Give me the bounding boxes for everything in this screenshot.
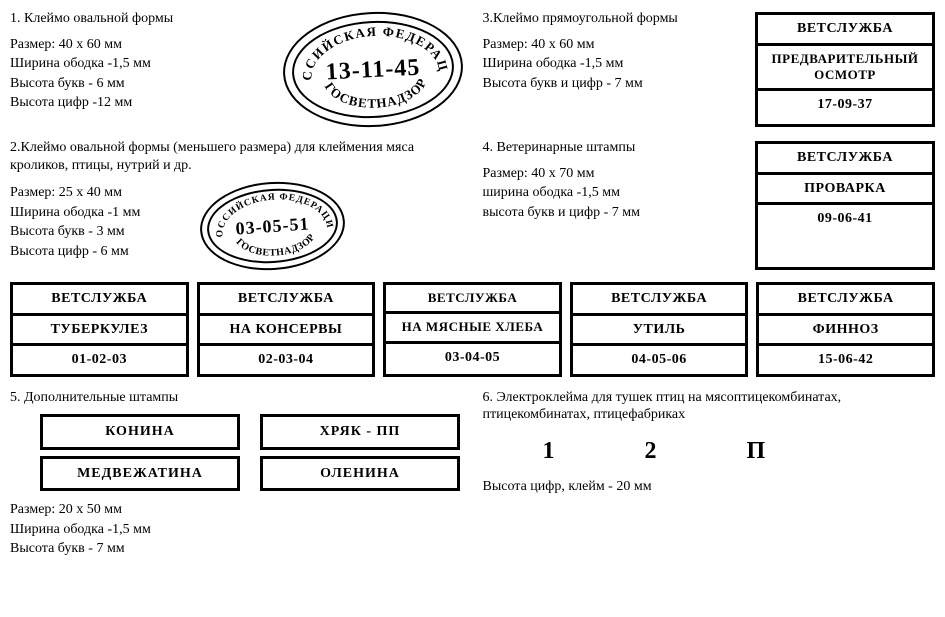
rect3-r2a: ПРЕДВАРИТЕЛЬНЫЙ	[762, 51, 928, 67]
stamp-4: ВЕТСЛУЖБА ФИННОЗ 15-06-42	[756, 282, 935, 377]
sec5-spec-2: Высота букв - 7 мм	[10, 540, 463, 558]
sec2-spec-2: Высота букв - 3 мм	[10, 223, 140, 241]
section-5: 5. Дополнительные штампы КОНИНА ХРЯК - П…	[10, 387, 463, 560]
svg-text:РОССИЙСКАЯ ФЕДЕРАЦИЯ: РОССИЙСКАЯ ФЕДЕРАЦИЯ	[200, 179, 336, 240]
sec2-spec-3: Высота цифр - 6 мм	[10, 243, 140, 261]
sec1-spec-2: Высота букв - 6 мм	[10, 75, 263, 93]
electro-marks: 1 2 П	[543, 436, 936, 466]
sec5-spec-1: Ширина ободка -1,5 мм	[10, 521, 463, 539]
stamp-4-r1: ВЕТСЛУЖБА	[759, 285, 932, 316]
sec6-spec: Высота цифр, клейм - 20 мм	[483, 478, 936, 496]
rect3-r2b: ОСМОТР	[762, 67, 928, 83]
simple-stamp-1: ХРЯК - ПП	[260, 414, 460, 450]
row-2-4: 2.Клеймо овальной формы (меньшего размер…	[10, 137, 935, 270]
oval-stamp-2: РОССИЙСКАЯ ФЕДЕРАЦИЯ ГОСВЕТНАДЗОР 03-05-…	[197, 177, 348, 275]
section-4: 4. Ветеринарные штампы Размер: 40 х 70 м…	[463, 137, 936, 270]
stamp-0: ВЕТСЛУЖБА ТУБЕРКУЛЕЗ 01-02-03	[10, 282, 189, 377]
oval2-bottom: ГОСВЕТНАДЗОР	[233, 231, 319, 261]
section-2: 2.Клеймо овальной формы (меньшего размер…	[10, 137, 463, 270]
section-3: 3.Клеймо прямоугольной формы Размер: 40 …	[463, 8, 936, 127]
rect3-r2: ПРЕДВАРИТЕЛЬНЫЙ ОСМОТР	[758, 46, 932, 92]
sec2-title: 2.Клеймо овальной формы (меньшего размер…	[10, 139, 440, 174]
sec4-spec-2: высота букв и цифр - 7 мм	[483, 204, 736, 222]
sec1-spec-1: Ширина ободка -1,5 мм	[10, 55, 263, 73]
oval2-top: РОССИЙСКАЯ ФЕДЕРАЦИЯ	[200, 179, 336, 240]
section-6: 6. Электроклейма для тушек птиц на мясоп…	[463, 387, 936, 560]
section-1: 1. Клеймо овальной формы Размер: 40 х 60…	[10, 8, 463, 127]
sec1-title: 1. Клеймо овальной формы	[10, 10, 263, 28]
sec1-spec-0: Размер: 40 х 60 мм	[10, 36, 263, 54]
sec5-title: 5. Дополнительные штампы	[10, 389, 463, 407]
stamp-2-r2: НА МЯСНЫЕ ХЛЕБА	[386, 314, 559, 343]
svg-text:ГОСВЕТНАДЗОР: ГОСВЕТНАДЗОР	[233, 231, 319, 261]
sec2-spec-0: Размер: 25 х 40 мм	[10, 184, 140, 202]
sec2-spec-1: Ширина ободка -1 мм	[10, 204, 140, 222]
oval1-top: РОССИЙСКАЯ ФЕДЕРАЦИЯ	[282, 9, 451, 83]
svg-text:РОССИЙСКАЯ ФЕДЕРАЦИЯ: РОССИЙСКАЯ ФЕДЕРАЦИЯ	[282, 9, 451, 83]
simple-stamp-0: КОНИНА	[40, 414, 240, 450]
stamp-3-r2: УТИЛЬ	[573, 316, 746, 347]
rect-stamp-3: ВЕТСЛУЖБА ПРЕДВАРИТЕЛЬНЫЙ ОСМОТР 17-09-3…	[755, 12, 935, 127]
oval1-bottom: ГОСВЕТНАДЗОР	[321, 75, 431, 114]
rect4-r3: 09-06-41	[758, 205, 932, 233]
row-1-3: 1. Клеймо овальной формы Размер: 40 х 60…	[10, 8, 935, 127]
simple-stamp-3: ОЛЕНИНА	[260, 456, 460, 492]
sec3-title: 3.Клеймо прямоугольной формы	[483, 10, 736, 28]
electro-1: 2	[645, 436, 657, 466]
sec6-title: 6. Электроклейма для тушек птиц на мясоп…	[483, 389, 936, 424]
oval-stamp-1: РОССИЙСКАЯ ФЕДЕРАЦИЯ ГОСВЕТНАДЗОР 13-11-…	[280, 7, 466, 131]
stamp-1-r2: НА КОНСЕРВЫ	[200, 316, 373, 347]
stamp-3-r3: 04-05-06	[573, 346, 746, 374]
stamp-4-r2: ФИННОЗ	[759, 316, 932, 347]
svg-text:ГОСВЕТНАДЗОР: ГОСВЕТНАДЗОР	[321, 75, 431, 114]
electro-0: 1	[543, 436, 555, 466]
stamp-2-r3: 03-04-05	[386, 344, 559, 372]
stamp-1-r3: 02-03-04	[200, 346, 373, 374]
rect4-r1: ВЕТСЛУЖБА	[758, 144, 932, 175]
stamp-0-r3: 01-02-03	[13, 346, 186, 374]
sec4-spec-1: ширина ободка -1,5 мм	[483, 184, 736, 202]
sec3-spec-2: Высота букв и цифр - 7 мм	[483, 75, 736, 93]
stamp-row: ВЕТСЛУЖБА ТУБЕРКУЛЕЗ 01-02-03 ВЕТСЛУЖБА …	[10, 282, 935, 377]
sec4-title: 4. Ветеринарные штампы	[483, 139, 736, 157]
stamp-4-r3: 15-06-42	[759, 346, 932, 374]
stamp-3: ВЕТСЛУЖБА УТИЛЬ 04-05-06	[570, 282, 749, 377]
rect3-r3: 17-09-37	[758, 91, 932, 119]
sec5-spec-0: Размер: 20 х 50 мм	[10, 501, 463, 519]
sec1-spec-3: Высота цифр -12 мм	[10, 94, 263, 112]
sec4-spec-0: Размер: 40 х 70 мм	[483, 165, 736, 183]
stamp-2-r1: ВЕТСЛУЖБА	[386, 285, 559, 314]
simple-stamp-2: МЕДВЕЖАТИНА	[40, 456, 240, 492]
sec3-spec-0: Размер: 40 х 60 мм	[483, 36, 736, 54]
rect4-r2: ПРОВАРКА	[758, 175, 932, 206]
sec3-spec-1: Ширина ободка -1,5 мм	[483, 55, 736, 73]
rect3-r1: ВЕТСЛУЖБА	[758, 15, 932, 46]
electro-2: П	[747, 436, 766, 466]
stamp-0-r2: ТУБЕРКУЛЕЗ	[13, 316, 186, 347]
row-5-6: 5. Дополнительные штампы КОНИНА ХРЯК - П…	[10, 387, 935, 560]
stamp-3-r1: ВЕТСЛУЖБА	[573, 285, 746, 316]
stamp-2: ВЕТСЛУЖБА НА МЯСНЫЕ ХЛЕБА 03-04-05	[383, 282, 562, 377]
stamp-1: ВЕТСЛУЖБА НА КОНСЕРВЫ 02-03-04	[197, 282, 376, 377]
rect-stamp-4: ВЕТСЛУЖБА ПРОВАРКА 09-06-41	[755, 141, 935, 270]
stamp-1-r1: ВЕТСЛУЖБА	[200, 285, 373, 316]
stamp-0-r1: ВЕТСЛУЖБА	[13, 285, 186, 316]
